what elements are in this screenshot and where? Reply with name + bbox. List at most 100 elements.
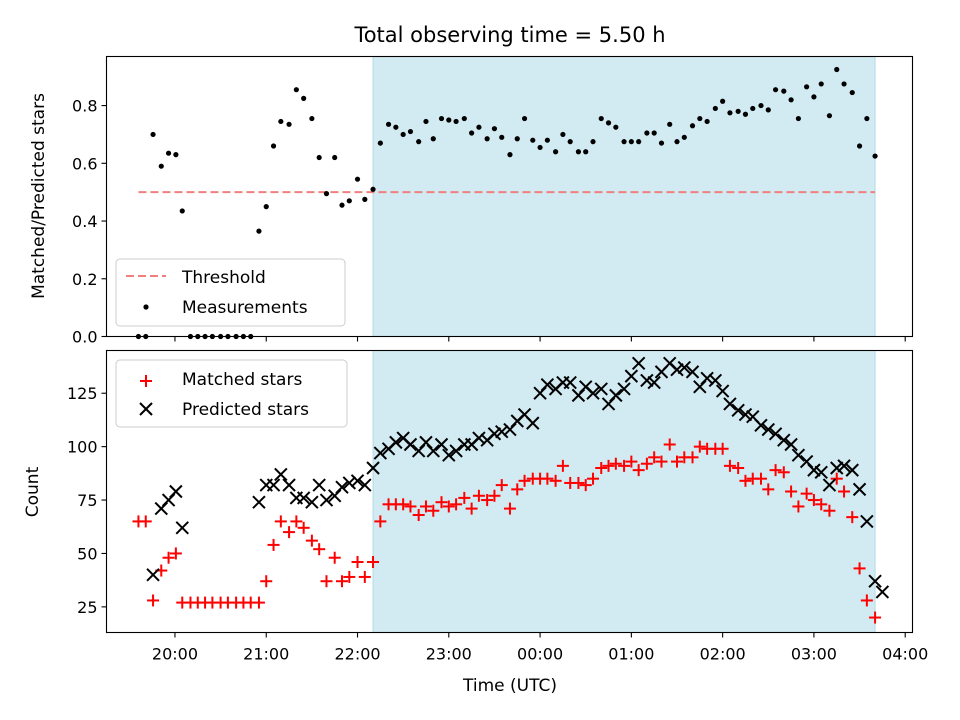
predicted-point	[814, 465, 828, 479]
measurement-point	[309, 115, 315, 122]
measurement-point	[712, 105, 718, 112]
measurement-point	[834, 66, 840, 73]
measurement-point	[788, 97, 794, 103]
bottom-y-tick-label: 25	[77, 598, 97, 617]
predicted-point	[540, 377, 555, 392]
matched-point	[397, 498, 410, 511]
predicted-point	[434, 437, 449, 452]
predicted-point	[791, 448, 806, 462]
predicted-point	[526, 416, 540, 430]
predicted-point	[624, 369, 639, 383]
matched-point	[511, 483, 524, 496]
matched-point	[358, 570, 371, 583]
bottom-x-tick-label: 20:00	[152, 645, 198, 664]
measurement-point	[781, 88, 787, 94]
predicted-point	[403, 437, 418, 452]
measurement-point	[150, 131, 156, 138]
measurement-point	[453, 118, 459, 125]
matched-point	[723, 459, 736, 472]
matched-point	[587, 472, 600, 485]
measurement-point	[301, 95, 307, 101]
measurement-point	[674, 139, 680, 145]
predicted-point	[754, 418, 768, 432]
bottom-shaded-region	[372, 350, 876, 633]
bottom-x-tick-label: 23:00	[426, 645, 472, 664]
matched-point	[374, 515, 387, 528]
predicted-point	[784, 437, 798, 452]
matched-point	[556, 459, 569, 472]
bottom-x-tick-label: 00:00	[517, 645, 563, 664]
measurement-point	[270, 143, 277, 149]
measurement-point	[521, 115, 528, 122]
measurement-point	[598, 115, 604, 122]
matched-point	[274, 515, 287, 528]
measurement-point	[567, 139, 573, 145]
measurement-point	[537, 144, 543, 151]
measurement-point	[750, 105, 756, 112]
top-y-axis: 0.0 0.2 0.4 0.6 0.8	[72, 97, 107, 347]
matched-point	[792, 500, 805, 513]
matched-point	[860, 594, 873, 607]
measurement-point	[332, 154, 338, 161]
measurement-point	[826, 113, 833, 119]
matched-point	[503, 502, 516, 515]
legend-measurements-swatch	[143, 304, 149, 310]
legend-matched-label: Matched stars	[182, 370, 302, 390]
predicted-point	[617, 382, 631, 396]
matched-point	[367, 556, 380, 568]
predicted-point	[449, 444, 463, 458]
predicted-point	[252, 495, 266, 509]
predicted-point	[830, 461, 844, 475]
top-y-tick-label: 0.8	[72, 97, 97, 116]
matched-point	[427, 504, 440, 517]
matched-point	[260, 575, 273, 588]
measurement-point	[552, 149, 559, 155]
measurement-point	[818, 81, 824, 87]
measurement-point	[727, 110, 733, 116]
predicted-point	[563, 375, 577, 390]
matched-point	[472, 489, 485, 502]
measurement-point	[841, 81, 847, 87]
measurement-point	[590, 139, 596, 145]
bottom-y-tick-label: 100	[67, 438, 98, 457]
bottom-x-tick-label: 01:00	[608, 645, 654, 664]
matched-point	[541, 472, 554, 485]
top-y-axis-label: Matched/Predicted stars	[29, 93, 49, 299]
bottom-legend-box	[115, 359, 348, 428]
measurement-point	[704, 118, 710, 125]
measurement-point	[658, 140, 665, 146]
bottom-x-tick-label: 22:00	[334, 645, 380, 664]
bottom-y-axis: 25 50 75 100 125	[67, 384, 107, 617]
matched-point	[869, 611, 882, 624]
measurement-point	[165, 150, 172, 156]
matched-point	[419, 500, 432, 513]
matched-point	[663, 438, 676, 451]
measurement-point	[628, 139, 634, 145]
predicted-point	[146, 568, 160, 582]
measurement-point	[407, 128, 414, 135]
predicted-point	[175, 521, 189, 535]
matched-point	[283, 526, 296, 539]
predicted-point	[342, 476, 357, 490]
predicted-point	[685, 365, 700, 379]
predicted-point	[723, 397, 737, 411]
matched-point	[351, 556, 364, 568]
matched-point	[648, 451, 661, 464]
matched-point	[442, 500, 455, 513]
measurement-point	[795, 115, 802, 122]
predicted-point	[670, 363, 684, 377]
matched-point	[762, 483, 775, 496]
measurement-point	[354, 176, 361, 182]
matched-point	[732, 462, 745, 474]
measurement-point	[613, 124, 619, 130]
measurement-point	[864, 115, 870, 122]
predicted-point	[282, 478, 296, 492]
measurement-point	[651, 130, 657, 136]
predicted-point	[389, 435, 403, 450]
measurement-point	[811, 94, 817, 100]
bottom-y-tick-label: 50	[77, 544, 97, 563]
matched-point	[686, 451, 699, 464]
measurement-point	[377, 140, 383, 146]
measurement-point	[804, 84, 810, 90]
